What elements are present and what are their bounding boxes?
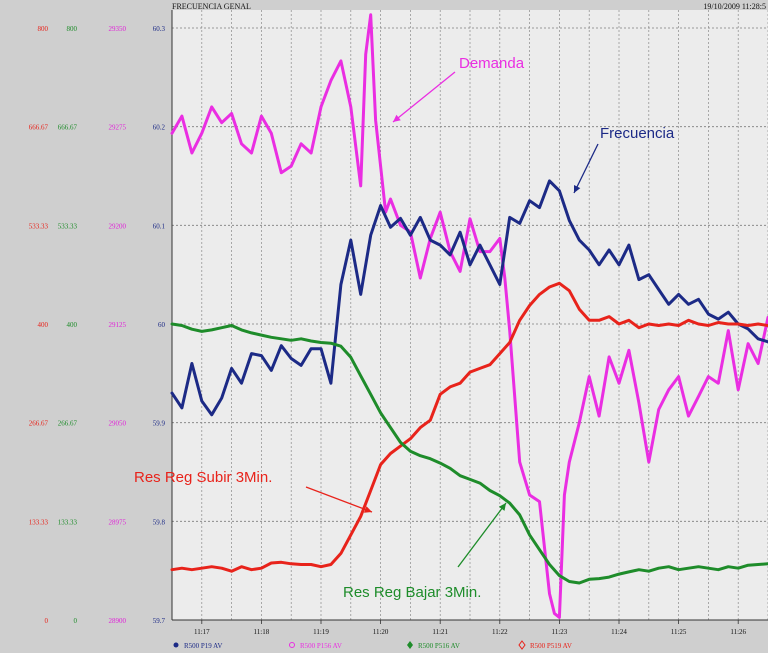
legend-marker	[173, 642, 179, 648]
y-axes: 0 133.33 266.67 400 533.33 666.67 800 0 133.33 26…	[29, 25, 166, 625]
y-tick-label: 800	[38, 25, 49, 33]
annotation-arrowhead	[364, 506, 372, 513]
x-tick-label: 11:20	[373, 628, 389, 636]
y-tick-label: 400	[67, 321, 78, 329]
y-tick-label: 133.33	[29, 518, 49, 526]
y-tick-label: 266.67	[58, 420, 78, 428]
y-tick-label: 133.33	[58, 518, 78, 526]
chart-title: FRECUENCIA GENAL	[172, 2, 251, 11]
annotation-arrowhead	[393, 114, 401, 122]
x-tick-label: 11:21	[432, 628, 448, 636]
y-tick-label: 533.33	[29, 222, 49, 230]
annotation-label: Res Reg Bajar 3Min.	[343, 584, 481, 601]
y-tick-label: 60	[158, 321, 166, 329]
y-tick-label: 28975	[109, 518, 127, 526]
y-tick-label: 29125	[109, 321, 127, 329]
series-line	[170, 281, 768, 573]
y-tick-label: 800	[67, 25, 78, 33]
annotation-arrow	[457, 502, 507, 568]
annotations: Demanda Frecuencia Res Reg Subir 3Min. Res …	[134, 55, 675, 601]
x-tick-label: 11:25	[671, 628, 687, 636]
y-tick-label: 29275	[109, 124, 127, 132]
series-line	[170, 322, 768, 585]
legend: R500 P19 AV R500 P156 AV R500 P516 AV R500 …	[173, 640, 572, 650]
x-axis: 11:17 11:18 11:19 11:20 11:21 11:22 11:23 11:24…	[194, 620, 747, 636]
y-tick-label: 29200	[109, 222, 127, 230]
x-tick-label: 11:26	[730, 628, 746, 636]
y-tick-label: 533.33	[58, 222, 78, 230]
y-tick-label: 0	[45, 617, 49, 625]
y-tick-label: 59.8	[153, 518, 166, 526]
chart-datetime: 19/10/2009 11:28:5	[703, 2, 766, 11]
series-line	[170, 179, 768, 417]
y-tick-label: 666.67	[29, 124, 49, 132]
y-tick-label: 0	[74, 617, 78, 625]
legend-label: R500 P156 AV	[300, 642, 342, 650]
x-tick-label: 11:24	[611, 628, 627, 636]
legend-label: R500 P516 AV	[418, 642, 460, 650]
y-tick-label: 59.7	[153, 617, 166, 625]
annotation-label: Frecuencia	[600, 125, 675, 142]
legend-marker	[407, 641, 413, 649]
series-line	[170, 13, 768, 619]
y-tick-label: 60.1	[153, 222, 166, 230]
y-tick-label: 28900	[109, 617, 127, 625]
annotation-arrowhead	[574, 185, 581, 193]
y-tick-label: 60.3	[153, 25, 166, 33]
legend-marker	[289, 642, 295, 648]
legend-marker	[518, 640, 526, 650]
legend-label: R500 P519 AV	[530, 642, 572, 650]
annotation-arrowhead	[498, 503, 506, 511]
annotation-arrow	[392, 71, 456, 123]
x-tick-label: 11:18	[254, 628, 270, 636]
annotation-label: Res Reg Subir 3Min.	[134, 469, 272, 486]
y-tick-label: 400	[38, 321, 49, 329]
y-tick-label: 666.67	[58, 124, 78, 132]
x-tick-label: 11:22	[492, 628, 508, 636]
x-tick-label: 11:17	[194, 628, 210, 636]
x-tick-label: 11:23	[552, 628, 568, 636]
annotation-arrow	[573, 143, 599, 194]
y-tick-label: 29050	[109, 420, 127, 428]
series-lines	[170, 13, 768, 619]
x-tick-label: 11:19	[313, 628, 329, 636]
annotation-label: Demanda	[459, 55, 525, 72]
y-tick-label: 266.67	[29, 420, 49, 428]
y-tick-label: 59.9	[153, 420, 166, 428]
y-tick-label: 29350	[109, 25, 127, 33]
annotation-arrow	[305, 486, 373, 513]
y-tick-label: 60.2	[153, 124, 166, 132]
legend-label: R500 P19 AV	[184, 642, 222, 650]
